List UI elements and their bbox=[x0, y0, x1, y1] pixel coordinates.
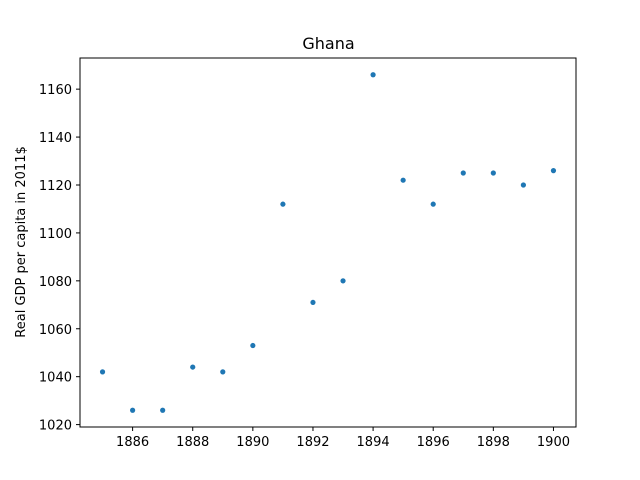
y-tick-label: 1020 bbox=[39, 419, 72, 434]
data-point bbox=[310, 299, 316, 306]
x-tick-label: 1894 bbox=[357, 435, 390, 450]
y-tick-label: 1100 bbox=[39, 227, 72, 242]
data-point bbox=[160, 407, 166, 413]
axes-frame bbox=[79, 57, 577, 428]
data-point bbox=[370, 72, 376, 78]
x-tick-label: 1886 bbox=[116, 435, 149, 450]
data-point bbox=[190, 364, 196, 370]
y-tick-label: 1080 bbox=[39, 275, 72, 290]
x-tick-label: 1896 bbox=[417, 435, 450, 450]
data-point bbox=[220, 369, 226, 375]
y-tick-label: 1120 bbox=[39, 179, 72, 194]
x-tick-label: 1900 bbox=[537, 435, 570, 450]
x-tick-label: 1898 bbox=[477, 435, 510, 450]
y-tick-label: 1040 bbox=[39, 371, 72, 386]
x-tick-label: 1892 bbox=[296, 435, 329, 450]
data-point bbox=[430, 201, 436, 207]
data-point bbox=[250, 342, 256, 349]
y-tick-label: 1140 bbox=[39, 131, 72, 146]
data-point bbox=[550, 168, 557, 174]
data-point bbox=[340, 278, 346, 284]
data-point bbox=[280, 201, 286, 207]
data-point bbox=[99, 369, 106, 375]
y-tick-label: 1160 bbox=[39, 83, 72, 98]
data-point bbox=[460, 170, 466, 176]
y-axis-label: Real GDP per capita in 2011$ bbox=[14, 146, 29, 337]
chart-title: Ghana bbox=[302, 34, 354, 53]
x-tick-label: 1890 bbox=[236, 435, 269, 450]
data-point bbox=[130, 407, 136, 413]
data-point bbox=[400, 177, 406, 183]
y-tick-label: 1060 bbox=[39, 323, 72, 338]
data-point bbox=[520, 182, 526, 188]
x-tick-label: 1888 bbox=[176, 435, 209, 450]
data-point bbox=[490, 170, 496, 176]
plot-area: 1886 1888 1890 1892 1894 1896 1898 1900 1020 1040… bbox=[39, 57, 577, 450]
